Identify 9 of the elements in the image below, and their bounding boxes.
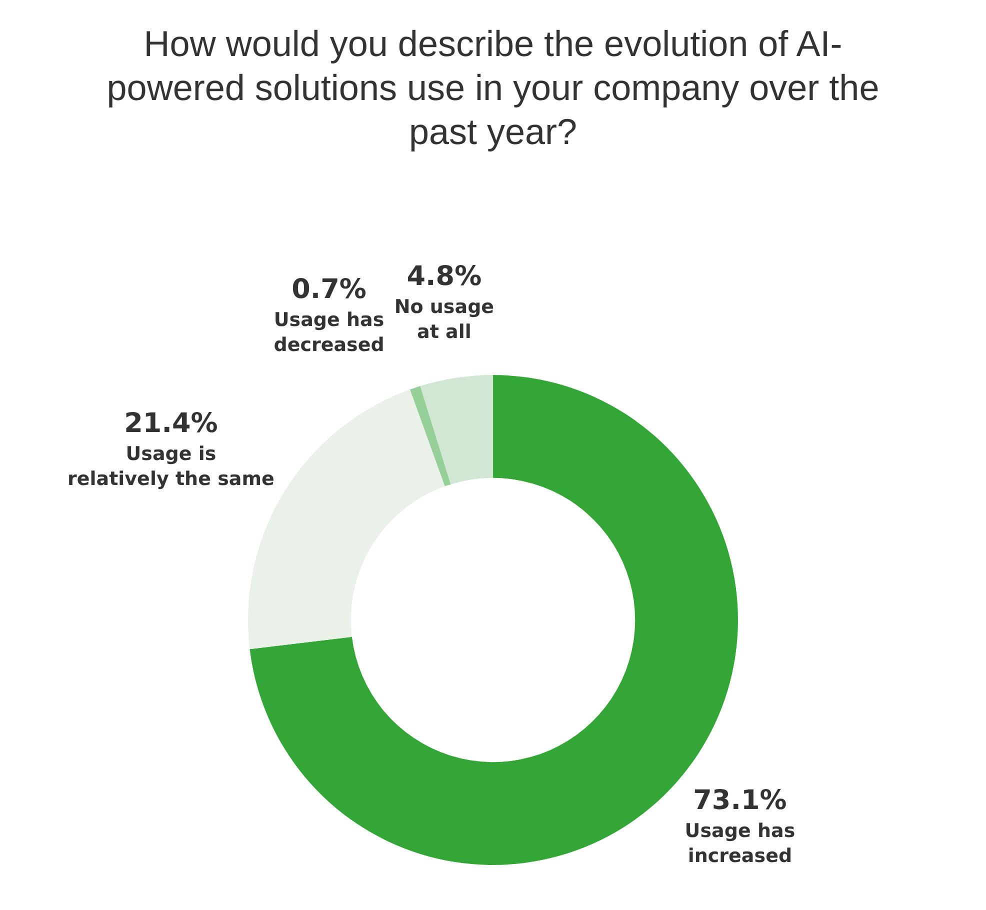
data-label: 21.4% [124, 408, 218, 440]
slice-label: Usage has decreased [274, 308, 384, 356]
chart-title: How would you describe the evolution of AI-powered solutions use in your company over the past year? [106, 22, 880, 154]
data-label: 0.7% [292, 274, 366, 305]
data-label: 73.1% [693, 784, 787, 816]
slice-label: Usage has increased [684, 820, 796, 867]
slice-label: No usage at all [394, 296, 494, 344]
slice-label: Usage is relatively the same [67, 442, 274, 490]
data-label: 4.8% [406, 261, 482, 292]
